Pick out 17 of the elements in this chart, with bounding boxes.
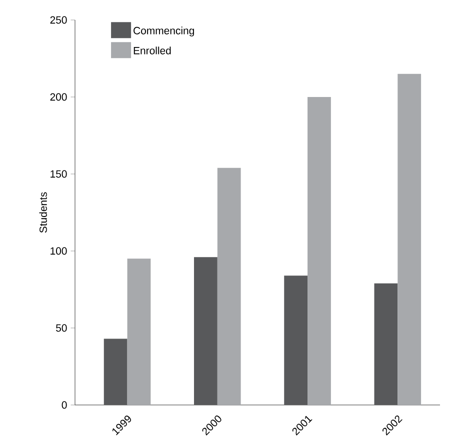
bar: [194, 257, 218, 405]
y-tick-label: 200: [50, 93, 67, 101]
y-tick-label: 0: [62, 401, 67, 409]
y-axis-title: Students: [39, 192, 47, 233]
bar: [127, 258, 151, 405]
bar: [398, 74, 422, 405]
y-tick-label: 250: [50, 16, 67, 24]
y-tick-label: 150: [50, 170, 67, 178]
bar: [308, 96, 331, 405]
legend-label: Enrolled: [134, 46, 171, 54]
bar: [217, 168, 241, 405]
y-tick-label: 50: [56, 324, 67, 332]
bar: [374, 283, 398, 405]
bar: [284, 276, 308, 405]
bar: [104, 338, 128, 405]
legend-label: Commencing: [134, 26, 194, 36]
y-tick-label: 100: [50, 247, 67, 255]
